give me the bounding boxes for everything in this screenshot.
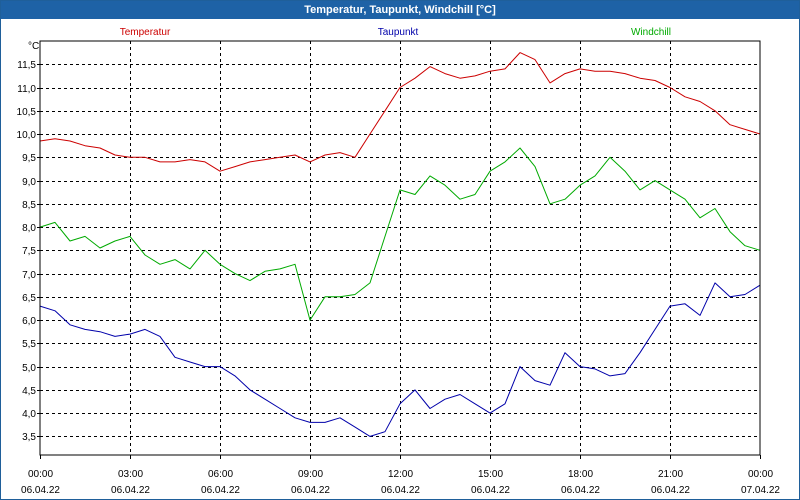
x-tick-time: 21:00 bbox=[658, 469, 683, 480]
y-axis-label: °C bbox=[28, 41, 39, 52]
y-tick-label: 8,5 bbox=[22, 200, 36, 211]
x-tick-time: 12:00 bbox=[388, 469, 413, 480]
y-tick-label: 8,0 bbox=[22, 223, 36, 234]
y-tick-label: 10,5 bbox=[17, 107, 37, 118]
y-tick-label: 4,0 bbox=[22, 409, 36, 420]
x-tick-time: 15:00 bbox=[478, 469, 503, 480]
y-tick-label: 9,0 bbox=[22, 177, 36, 188]
y-tick-label: 4,5 bbox=[22, 386, 36, 397]
line-chart: 3,5 4,0 4,5 5,0 5,5 6,0 6,5 7,0 7,5 8,0 8,5 9,0 9,5 1… bbox=[1, 19, 799, 499]
x-tick-date: 06.04.22 bbox=[471, 485, 510, 496]
series-group bbox=[39, 52, 761, 437]
y-tick-label: 11,5 bbox=[17, 60, 36, 71]
legend: Temperatur Taupunkt Windchill bbox=[120, 27, 671, 38]
x-tick-date: 06.04.22 bbox=[651, 485, 690, 496]
series-line-windchill bbox=[39, 147, 761, 321]
series-line-temperatur bbox=[39, 52, 761, 172]
series-line-taupunkt bbox=[39, 282, 761, 437]
y-tick-label: 7,0 bbox=[22, 270, 36, 281]
y-tick-label: 9,5 bbox=[22, 153, 36, 164]
grid bbox=[40, 41, 760, 455]
y-tick-label: 10,0 bbox=[17, 130, 37, 141]
x-tick-time: 00:00 bbox=[28, 469, 53, 480]
y-tick-label: 5,5 bbox=[22, 339, 36, 350]
window-title: Temperatur, Taupunkt, Windchill [°C] bbox=[1, 1, 799, 19]
legend-entry-windchill: Windchill bbox=[631, 27, 671, 38]
y-tick-label: 3,5 bbox=[22, 432, 36, 443]
x-tick-time: 06:00 bbox=[208, 469, 233, 480]
y-tick-label: 6,5 bbox=[22, 293, 36, 304]
x-tick-time: 09:00 bbox=[298, 469, 323, 480]
x-tick-date: 06.04.22 bbox=[201, 485, 240, 496]
x-tick-time: 00:00 bbox=[748, 469, 773, 480]
legend-entry-temperatur: Temperatur bbox=[120, 27, 171, 38]
x-tick-date: 06.04.22 bbox=[561, 485, 600, 496]
y-tick-label: 11,0 bbox=[17, 84, 36, 95]
x-tick-date: 07.04.22 bbox=[741, 485, 780, 496]
axes: 3,5 4,0 4,5 5,0 5,5 6,0 6,5 7,0 7,5 8,0 8,5 9,0 9,5 1… bbox=[17, 60, 781, 496]
y-tick-label: 5,0 bbox=[22, 363, 36, 374]
x-tick-date: 06.04.22 bbox=[291, 485, 330, 496]
y-tick-label: 6,0 bbox=[22, 316, 36, 327]
x-tick-date: 06.04.22 bbox=[21, 485, 60, 496]
x-tick-date: 06.04.22 bbox=[111, 485, 150, 496]
legend-entry-taupunkt: Taupunkt bbox=[378, 27, 419, 38]
y-tick-label: 7,5 bbox=[22, 246, 36, 257]
x-tick-time: 03:00 bbox=[118, 469, 143, 480]
x-tick-date: 06.04.22 bbox=[381, 485, 420, 496]
x-tick-time: 18:00 bbox=[568, 469, 593, 480]
